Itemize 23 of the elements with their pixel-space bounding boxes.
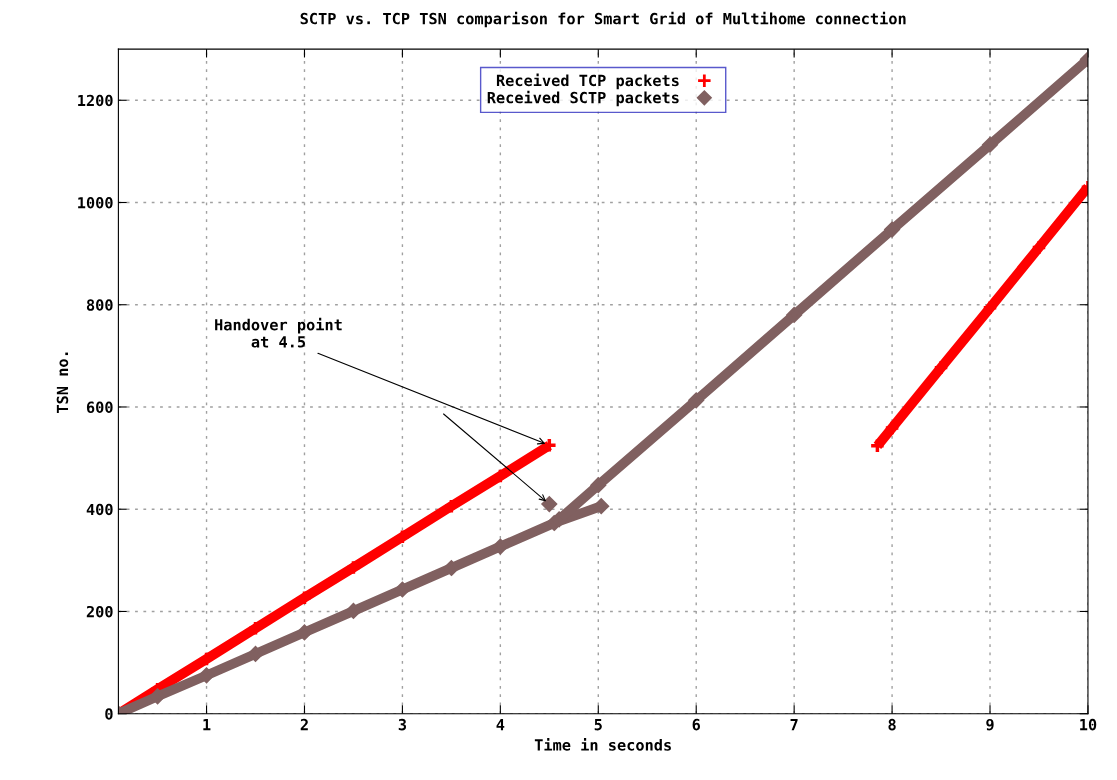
legend-label: Received SCTP packets [487, 90, 679, 107]
y-tick-label: 400 [86, 503, 113, 516]
chart-title: SCTP vs. TCP TSN comparison for Smart Grid of Multihome connection [300, 11, 906, 28]
x-tick-label: 1 [203, 719, 211, 731]
x-tick-label: 2 [300, 718, 308, 731]
x-tick-label: 7 [790, 719, 798, 731]
y-tick-label: 200 [86, 605, 113, 618]
x-tick-label: 6 [692, 718, 700, 731]
x-axis-title: Time in seconds [534, 738, 671, 751]
x-tick-label: 9 [986, 718, 994, 731]
y-tick-label: 0 [105, 708, 113, 720]
x-tick-label: 3 [398, 718, 407, 731]
legend-label: Received TCP packets [496, 73, 679, 90]
y-axis-title: TSN no. [56, 352, 69, 413]
annotation: Handover point at 4.5 [215, 317, 342, 348]
y-tick-label: 1200 [78, 94, 113, 107]
x-tick-label: 8 [888, 718, 896, 731]
y-tick-label: 1000 [78, 196, 113, 209]
y-tick-label: 800 [86, 299, 113, 311]
x-tick-label: 10 [1080, 718, 1097, 731]
x-tick-label: 4 [496, 719, 505, 731]
x-tick-label: 5 [594, 719, 602, 731]
y-tick-label: 600 [86, 401, 113, 414]
